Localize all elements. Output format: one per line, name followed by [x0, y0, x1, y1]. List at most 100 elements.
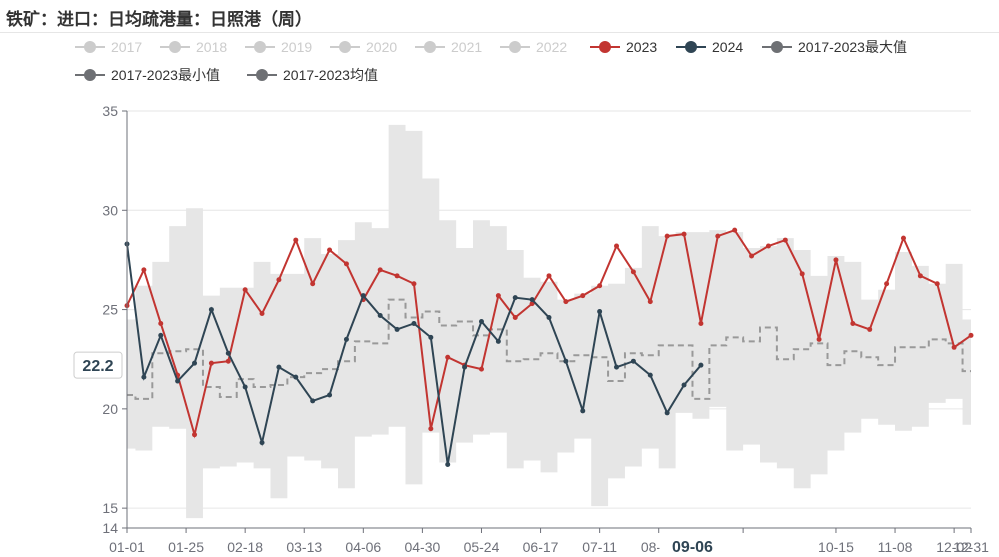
point-2023-43: [850, 320, 856, 326]
point-2024-19: [445, 461, 451, 467]
point-2023-9: [276, 277, 282, 283]
legend-item-0[interactable]: 2017: [75, 39, 142, 55]
point-2023-26: [563, 299, 569, 305]
point-2023-40: [799, 271, 805, 277]
point-2023-6: [225, 358, 231, 364]
point-2023-18: [428, 426, 434, 432]
legend-label-8: 2017-2023最大值: [798, 39, 907, 55]
point-2023-21: [478, 366, 484, 372]
point-2023-27: [580, 293, 586, 299]
point-2024-20: [462, 364, 468, 370]
cursor-x-text: 09-06: [672, 539, 713, 556]
legend-item-5[interactable]: 2022: [500, 39, 567, 55]
point-2024-17: [411, 320, 417, 326]
point-2023-50: [968, 332, 974, 338]
page-title: 铁矿：进口：日均疏港量：日照港（周）: [6, 10, 312, 29]
legend-label-4: 2021: [451, 39, 482, 55]
point-2023-34: [698, 320, 704, 326]
x-tick-label-14: 12-31: [953, 539, 989, 555]
legend-item-6[interactable]: 2023: [590, 39, 657, 55]
point-2023-15: [377, 267, 383, 273]
x-tick-label-0: 01-01: [109, 539, 145, 555]
point-2023-16: [394, 273, 400, 279]
y-tick-label-0: 35: [102, 103, 118, 119]
point-2023-2: [158, 320, 164, 326]
legend-item-2[interactable]: 2019: [245, 39, 312, 55]
series-line-average: [127, 298, 971, 400]
point-2023-38: [765, 243, 771, 249]
point-2023-19: [445, 354, 451, 360]
x-tick-label-3: 03-13: [286, 539, 322, 555]
y-tick-label-3: 20: [102, 401, 118, 417]
legend-label-3: 2020: [366, 39, 397, 55]
cursor-y-label: 22.2: [73, 351, 123, 379]
point-2023-39: [782, 237, 788, 243]
point-2023-25: [546, 273, 552, 279]
legend-item-4[interactable]: 2021: [415, 39, 482, 55]
point-2024-14: [360, 293, 366, 299]
legend-label-1: 2018: [196, 39, 227, 55]
point-2024-10: [293, 374, 299, 380]
point-2024-26: [563, 358, 569, 364]
x-tick-label-12: 11-08: [878, 539, 913, 555]
point-2023-31: [647, 299, 653, 305]
point-2024-23: [512, 295, 518, 301]
point-2024-2: [158, 332, 164, 338]
legend-item-3[interactable]: 2020: [330, 39, 397, 55]
point-2023-8: [259, 311, 265, 317]
point-2023-23: [512, 315, 518, 321]
point-2024-32: [664, 410, 670, 416]
x-tick-label-11: 10-15: [818, 539, 854, 555]
point-2023-41: [816, 336, 822, 342]
point-2024-12: [327, 392, 333, 398]
x-tick-label-5: 04-30: [404, 539, 440, 555]
legend-item-8[interactable]: 2017-2023最大值: [762, 39, 907, 55]
title-divider: [0, 32, 999, 33]
y-tick-label-5: 14: [102, 520, 118, 536]
y-tick-label-2: 25: [102, 302, 118, 318]
x-tick-label-1: 01-25: [168, 539, 204, 555]
legend-label-6: 2023: [626, 39, 657, 55]
point-2024-34: [698, 362, 704, 368]
point-2023-29: [614, 243, 620, 249]
point-2024-5: [208, 307, 214, 313]
cursor-overlay: 09-06 22.2: [73, 351, 726, 557]
point-2023-32: [664, 233, 670, 239]
point-2024-24: [529, 297, 535, 303]
point-2023-4: [192, 432, 198, 438]
point-2023-37: [749, 253, 755, 259]
point-2023-46: [900, 235, 906, 241]
point-2024-9: [276, 364, 282, 370]
point-2023-47: [917, 273, 923, 279]
point-2023-44: [867, 326, 873, 332]
point-2023-1: [141, 267, 147, 273]
legend-label-2: 2019: [281, 39, 312, 55]
x-tick-label-7: 06-17: [523, 539, 559, 555]
point-2024-22: [495, 338, 501, 344]
point-2024-33: [681, 382, 687, 388]
point-2024-16: [394, 326, 400, 332]
legend-item-7[interactable]: 2024: [676, 39, 743, 55]
point-2023-17: [411, 281, 417, 287]
point-2023-13: [343, 261, 349, 267]
point-2023-7: [242, 287, 248, 293]
point-2024-7: [242, 384, 248, 390]
cursor-x-label: 09-06: [659, 532, 726, 557]
point-2023-49: [951, 344, 957, 350]
point-2023-5: [208, 360, 214, 366]
point-2023-42: [833, 257, 839, 263]
legend-item-10[interactable]: 2017-2023均值: [247, 67, 378, 83]
min-max-band: [127, 124, 971, 519]
point-2023-30: [630, 269, 636, 275]
point-2024-15: [377, 313, 383, 319]
point-2024-1: [141, 374, 147, 380]
point-2024-4: [192, 360, 198, 366]
point-2023-45: [884, 281, 890, 287]
y-tick-label-1: 30: [102, 202, 118, 218]
point-2024-8: [259, 440, 265, 446]
point-2024-30: [630, 358, 636, 364]
max-min-area: [127, 124, 971, 519]
legend-item-9[interactable]: 2017-2023最小值: [75, 67, 220, 83]
legend-label-9: 2017-2023最小值: [111, 67, 220, 83]
legend-item-1[interactable]: 2018: [160, 39, 227, 55]
